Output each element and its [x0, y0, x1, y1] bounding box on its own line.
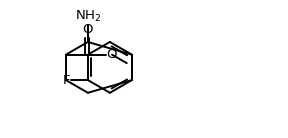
- Text: O: O: [82, 23, 93, 36]
- Text: F: F: [63, 74, 70, 87]
- Text: NH$_2$: NH$_2$: [75, 9, 101, 24]
- Text: O: O: [107, 48, 117, 61]
